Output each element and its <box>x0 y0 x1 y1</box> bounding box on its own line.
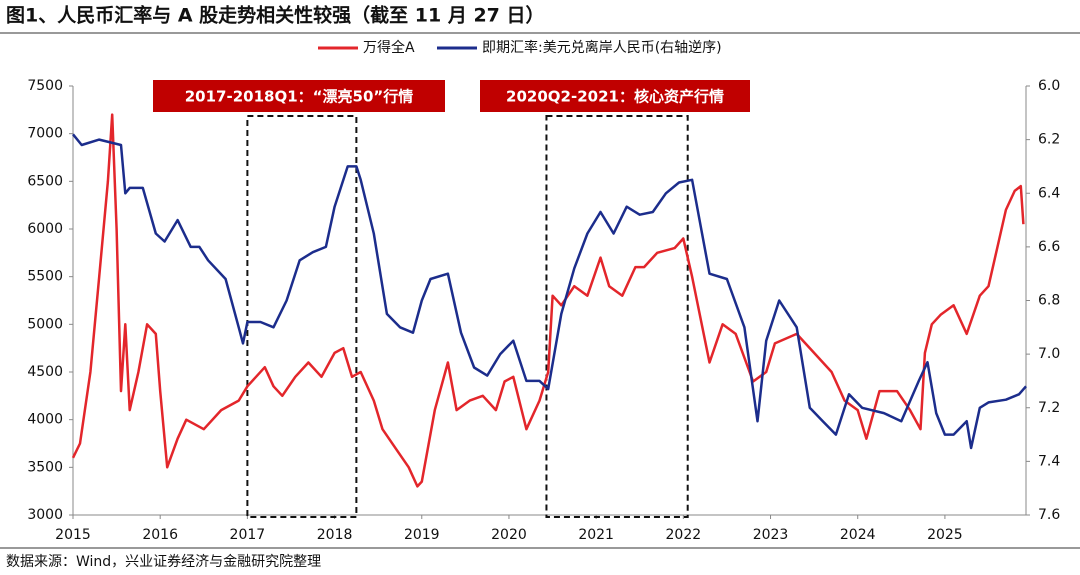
y-tick-label: 7500 <box>27 78 63 94</box>
y2-tick-label: 6.2 <box>1038 132 1060 148</box>
y-tick-label: 6000 <box>27 221 63 237</box>
x-tick-label: 2016 <box>142 527 178 543</box>
x-tick-label: 2025 <box>927 527 963 543</box>
y-tick-label: 4000 <box>27 412 63 428</box>
y2-tick-label: 7.4 <box>1038 453 1060 469</box>
chart-title: 图1、人民币汇率与 A 股走势相关性较强（截至 11 月 27 日） <box>6 4 545 27</box>
x-tick-label: 2024 <box>840 527 876 543</box>
series-line <box>72 133 1027 450</box>
y-tick-label: 4500 <box>27 364 63 380</box>
x-tick-label: 2021 <box>578 527 614 543</box>
annotation-box <box>153 80 445 112</box>
x-tick-label: 2022 <box>666 527 702 543</box>
y-tick-label: 6500 <box>27 173 63 189</box>
x-tick-label: 2015 <box>55 527 91 543</box>
x-tick-label: 2017 <box>230 527 266 543</box>
y2-tick-label: 6.0 <box>1038 78 1060 94</box>
y2-tick-label: 6.4 <box>1038 185 1060 201</box>
y-tick-label: 3000 <box>27 507 63 523</box>
y2-tick-label: 6.8 <box>1038 293 1060 309</box>
y2-tick-label: 6.6 <box>1038 239 1060 255</box>
y2-tick-label: 7.6 <box>1038 507 1060 523</box>
annotation-label: 2020Q2-2021：核心资产行情 <box>506 88 724 106</box>
annotation-box <box>480 80 750 112</box>
x-tick-label: 2019 <box>404 527 440 543</box>
x-tick-label: 2020 <box>491 527 527 543</box>
source-note: 数据来源：Wind，兴业证券经济与金融研究院整理 <box>6 554 321 570</box>
x-tick-label: 2018 <box>317 527 353 543</box>
y-tick-label: 3500 <box>27 459 63 475</box>
series-line <box>71 113 1025 488</box>
y-tick-label: 7000 <box>27 126 63 142</box>
x-tick-label: 2023 <box>753 527 789 543</box>
y2-tick-label: 7.2 <box>1038 400 1060 416</box>
annotation-label: 2017-2018Q1：“漂亮50”行情 <box>185 88 414 106</box>
y2-tick-label: 7.0 <box>1038 346 1060 362</box>
legend-label: 即期汇率:美元兑离岸人民币(右轴逆序) <box>482 39 722 56</box>
highlight-region <box>545 115 689 518</box>
legend-label: 万得全A <box>363 39 415 56</box>
y-tick-label: 5000 <box>27 316 63 332</box>
y-tick-label: 5500 <box>27 269 63 285</box>
highlight-region <box>246 115 358 518</box>
